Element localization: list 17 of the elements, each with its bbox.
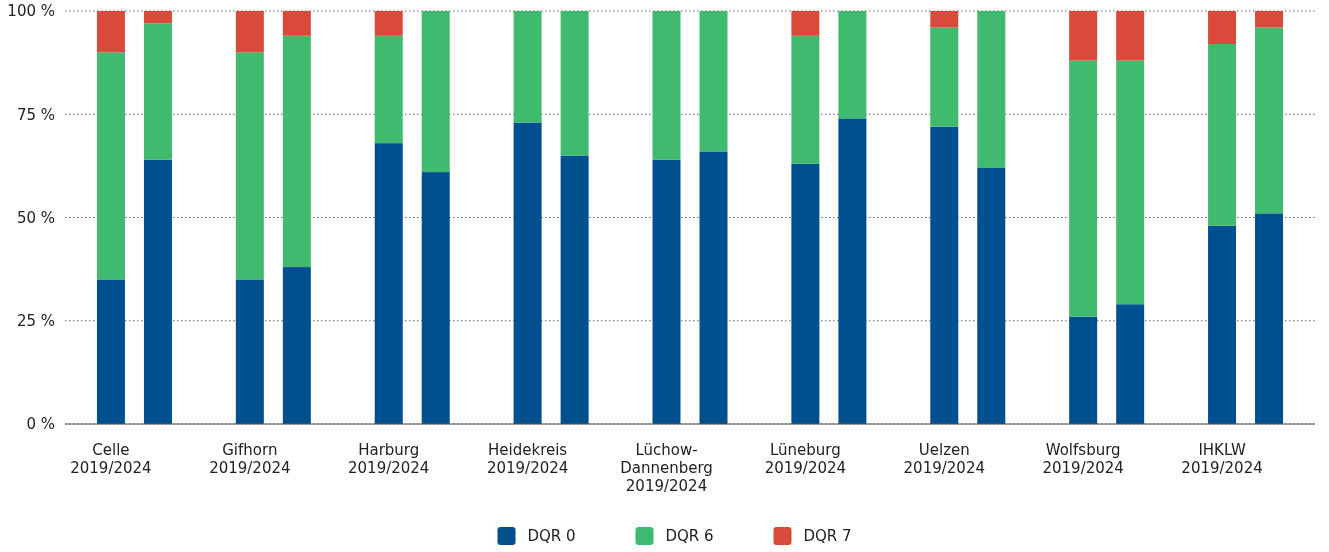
- x-tick-label: Wolfsburg 2019/2024: [1042, 441, 1124, 477]
- x-tick-label: Gifhorn 2019/2024: [209, 441, 291, 477]
- y-tick-label: 0 %: [26, 415, 55, 434]
- x-tick-label: Uelzen 2019/2024: [903, 441, 985, 477]
- legend-label: DQR 7: [803, 527, 852, 546]
- y-tick-label: 50 %: [16, 208, 55, 227]
- y-tick-label: 75 %: [16, 105, 55, 124]
- x-tick-label: Celle 2019/2024: [70, 441, 152, 477]
- legend-label: DQR 0: [527, 527, 576, 546]
- x-tick-label: IHKLW 2019/2024: [1181, 441, 1263, 477]
- x-tick-label: Heidekreis 2019/2024: [486, 441, 569, 477]
- y-tick-label: 100 %: [7, 2, 55, 21]
- x-tick-label: Lüchow- Dannenberg 2019/2024: [620, 441, 713, 495]
- x-tick-label: Harburg 2019/2024: [348, 441, 430, 477]
- legend-label: DQR 6: [665, 527, 714, 546]
- x-tick-label: Lüneburg 2019/2024: [764, 441, 847, 477]
- y-tick-label: 25 %: [16, 312, 55, 330]
